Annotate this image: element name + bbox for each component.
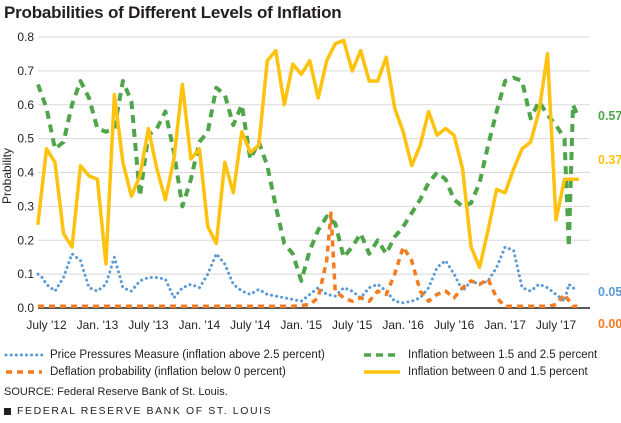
y-axis-label: Probability <box>0 148 14 204</box>
legend-item-price: Price Pressures Measure (inflation above… <box>4 349 325 361</box>
legend-label-deflation: Deflation probability (inflation below 0… <box>50 366 286 378</box>
x-tick-label: Jan. '16 <box>382 318 424 332</box>
x-tick-label: July '16 <box>434 318 475 332</box>
footer-text: FEDERAL RESERVE BANK OF ST. LOUIS <box>17 405 273 417</box>
y-tick-label: 0.8 <box>17 30 34 44</box>
y-tick-label: 0.3 <box>17 199 34 213</box>
series-line-price <box>36 245 579 305</box>
x-tick-label: July '14 <box>230 318 271 332</box>
x-tick-label: July '17 <box>536 318 577 332</box>
x-tick-label: Jan. '14 <box>179 318 221 332</box>
x-tick-labels: July '12 Jan. '13 July '13 Jan. '14 July '14… <box>26 318 576 332</box>
series-lines <box>36 38 580 309</box>
legend-swatch-deflation <box>6 370 42 374</box>
legend-item-low: Inflation between 0 and 1.5 percent <box>362 366 588 378</box>
legend-item-deflation: Deflation probability (inflation below 0… <box>4 366 286 378</box>
chart-plot: 0.0 0.1 0.2 0.3 0.4 0.5 0.6 0.7 0.8 July '12 Jan.… <box>0 30 621 332</box>
footer: FEDERAL RESERVE BANK OF ST. LOUIS <box>4 405 272 417</box>
y-tick-label: 0.2 <box>17 233 34 247</box>
source-note: SOURCE: Federal Reserve Bank of St. Loui… <box>4 386 228 398</box>
legend-swatch-low <box>364 370 400 374</box>
x-tick-label: July '13 <box>128 318 169 332</box>
series-line-low <box>36 38 580 270</box>
x-tick-label: July '12 <box>26 318 67 332</box>
gridlines <box>38 36 590 309</box>
y-tick-label: 0.4 <box>17 166 34 180</box>
legend-label-low: Inflation between 0 and 1.5 percent <box>408 366 588 378</box>
end-label-mid: 0.57 <box>598 109 621 123</box>
legend-item-mid: Inflation between 1.5 and 2.5 percent <box>362 349 597 361</box>
y-tick-labels: 0.0 0.1 0.2 0.3 0.4 0.5 0.6 0.7 0.8 <box>17 30 34 315</box>
series-line-mid <box>36 75 580 283</box>
end-label-deflation: 0.00 <box>598 317 621 331</box>
footer-square-icon <box>4 407 11 415</box>
end-label-price: 0.05 <box>598 285 621 299</box>
y-tick-label: 0.1 <box>17 267 34 281</box>
x-tick-label: Jan. '13 <box>77 318 119 332</box>
x-tick-label: July '15 <box>332 318 373 332</box>
chart-title: Probabilities of Different Levels of Inf… <box>4 3 342 22</box>
legend-swatch-price <box>4 353 44 357</box>
y-tick-label: 0.6 <box>17 98 34 112</box>
legend-swatch-mid <box>364 353 400 357</box>
y-tick-label: 0.7 <box>17 64 34 78</box>
y-tick-label: 0.0 <box>17 301 34 315</box>
x-tick-label: Jan. '15 <box>280 318 322 332</box>
x-tick-label: Jan. '17 <box>484 318 526 332</box>
legend-label-mid: Inflation between 1.5 and 2.5 percent <box>408 349 598 361</box>
end-labels: 0.05 0.00 0.57 0.37 <box>598 109 621 331</box>
y-tick-label: 0.5 <box>17 132 34 146</box>
end-label-low: 0.37 <box>598 153 621 167</box>
legend-label-price: Price Pressures Measure (inflation above… <box>50 349 325 361</box>
